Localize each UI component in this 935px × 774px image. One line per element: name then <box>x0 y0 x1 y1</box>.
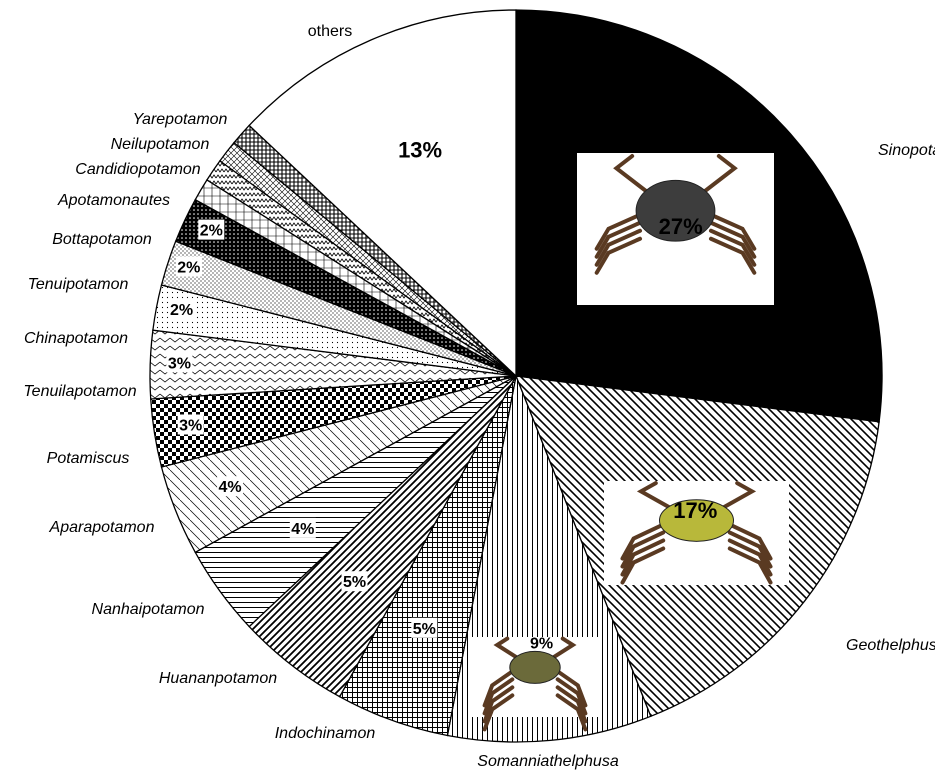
percent-label: 4% <box>219 479 242 496</box>
percent-label-bg <box>166 352 193 373</box>
crab-photo-geothelphusa <box>604 481 789 585</box>
percent-label: 3% <box>168 355 191 372</box>
percent-label-bg <box>217 476 244 497</box>
slice-name-label: Huananpotamon <box>159 670 277 687</box>
percent-label: 9% <box>530 636 553 653</box>
slice-name-label: Geothelphusa <box>846 637 935 654</box>
percent-label: 13% <box>398 137 442 162</box>
percent-label: 17% <box>673 498 717 523</box>
crab-photo-somanniathelphusa <box>472 636 598 732</box>
percent-label: 4% <box>291 521 314 538</box>
percent-label-bg <box>175 256 202 277</box>
percent-label-bg <box>177 414 204 435</box>
slice-name-label: Sinopotamon <box>878 142 935 159</box>
slice-name-label: Indochinamon <box>275 725 376 742</box>
slice-name-label: Tenuipotamon <box>28 276 129 293</box>
percent-label-bg <box>411 617 438 638</box>
crab-photo-sinopotamon <box>577 153 774 305</box>
percent-label: 5% <box>413 621 436 638</box>
pie-slice-others <box>248 9 517 378</box>
slice-name-label: Tenuilapotamon <box>23 383 136 400</box>
percent-label: 3% <box>179 418 202 435</box>
slice-name-label: Chinapotamon <box>24 330 128 347</box>
percent-label-bg <box>198 219 225 240</box>
slice-name-label: Candidiopotamon <box>75 161 201 178</box>
percent-label: 5% <box>343 574 366 591</box>
slice-name-label: Aparapotamon <box>49 519 155 536</box>
percent-label-bg <box>168 299 195 320</box>
slice-name-label: Potamiscus <box>47 450 130 467</box>
percent-label: 2% <box>170 302 193 319</box>
slice-name-label: Nanhaipotamon <box>92 601 205 618</box>
percent-label: 2% <box>177 260 200 277</box>
percent-label: 27% <box>659 214 703 239</box>
percent-label-bg <box>289 517 316 538</box>
percent-label: 2% <box>200 223 223 240</box>
percent-label-bg <box>341 571 368 592</box>
slice-name-label: Neilupotamon <box>111 136 210 153</box>
slice-name-label: others <box>308 23 352 40</box>
slice-name-label: Somanniathelphusa <box>477 753 619 770</box>
slice-name-label: Yarepotamon <box>133 111 228 128</box>
slice-name-label: Bottapotamon <box>52 231 152 248</box>
slice-name-label: Apotamonautes <box>57 192 170 209</box>
